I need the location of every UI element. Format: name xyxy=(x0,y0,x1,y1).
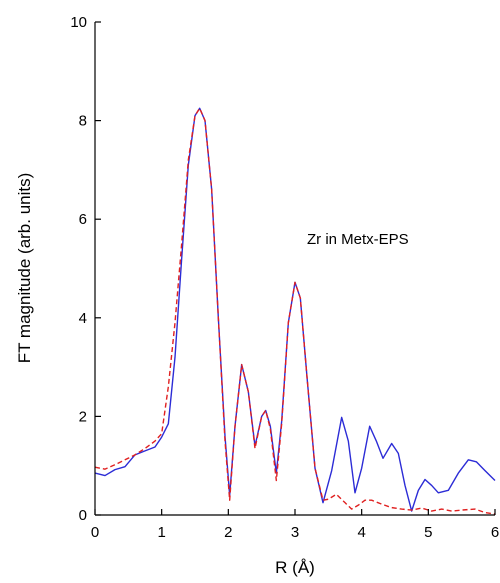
y-tick-label-1: 2 xyxy=(79,408,87,425)
x-axis-title: R (Å) xyxy=(275,558,315,577)
y-tick-label-2: 4 xyxy=(79,310,87,327)
y-axis-title: FT magnitude (arb. units) xyxy=(15,173,34,364)
y-tick-label-3: 6 xyxy=(79,211,87,228)
x-tick-label-6: 6 xyxy=(491,524,499,541)
plot-area xyxy=(94,107,496,515)
y-tick-label-4: 8 xyxy=(79,113,87,130)
axis-ticks: 0 1 2 3 4 5 6 0 2 4 6 8 10 xyxy=(70,14,499,541)
series-line-2 xyxy=(94,107,496,515)
series-line-1 xyxy=(94,107,496,512)
x-tick-label-3: 3 xyxy=(291,524,299,541)
x-tick-label-0: 0 xyxy=(91,524,99,541)
chart-annotation: Zr in Metx-EPS xyxy=(307,231,409,248)
x-tick-label-2: 2 xyxy=(224,524,232,541)
x-tick-label-5: 5 xyxy=(424,524,432,541)
x-tick-label-4: 4 xyxy=(357,524,365,541)
y-tick-label-5: 10 xyxy=(70,14,87,31)
y-tick-label-0: 0 xyxy=(79,507,87,524)
x-tick-label-1: 1 xyxy=(157,524,165,541)
